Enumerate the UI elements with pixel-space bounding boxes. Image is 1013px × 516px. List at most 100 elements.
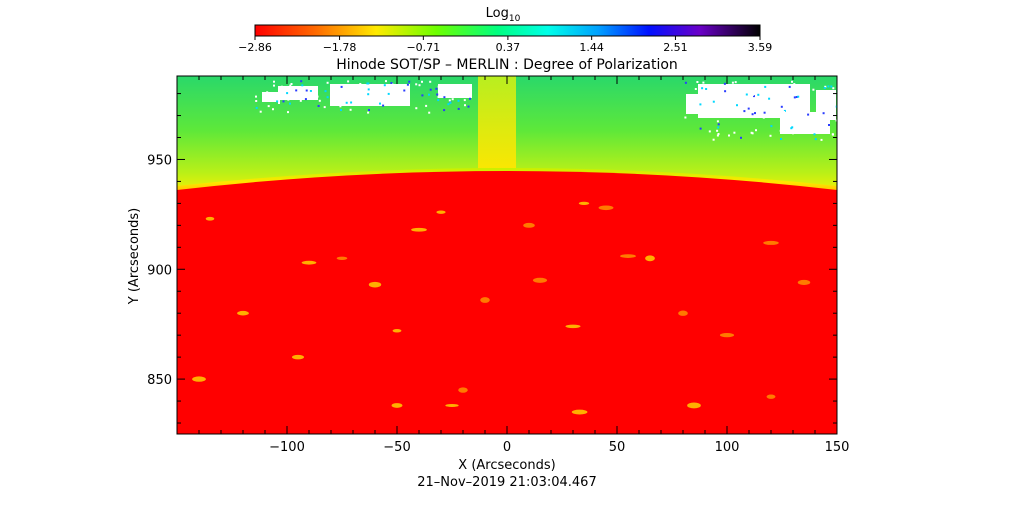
speckle — [797, 121, 800, 124]
speckle — [448, 99, 451, 102]
speckle — [282, 100, 285, 103]
speckle — [690, 103, 693, 106]
speckle — [793, 96, 796, 99]
speckle — [791, 126, 794, 129]
speckle — [694, 106, 697, 109]
speckle — [367, 93, 370, 96]
speckle — [768, 97, 771, 100]
speckle — [286, 92, 289, 95]
y-tick-label: 900 — [147, 263, 172, 278]
saturated-patch — [686, 94, 702, 114]
speckle — [699, 103, 702, 106]
speckle — [384, 101, 386, 104]
polarization-feature — [411, 227, 427, 232]
speckle — [340, 85, 343, 88]
speckle — [273, 80, 275, 83]
speckle — [436, 93, 439, 96]
speckle — [276, 100, 279, 103]
speckle — [777, 94, 780, 97]
speckle — [820, 138, 823, 141]
speckle — [770, 125, 773, 128]
speckle — [764, 85, 767, 88]
y-tick-label: 850 — [147, 373, 172, 388]
colorbar-label: Log10 — [486, 6, 521, 24]
speckle — [779, 129, 782, 132]
speckle — [391, 83, 394, 86]
saturated-patch — [816, 90, 836, 120]
polarization-feature — [797, 279, 811, 286]
speckle — [723, 82, 726, 85]
colorbar-tick-label: −2.86 — [238, 41, 272, 54]
speckle — [356, 85, 359, 87]
speckle — [418, 84, 421, 87]
polarization-feature — [458, 387, 468, 393]
speckle — [696, 81, 699, 83]
polarization-feature — [687, 402, 701, 409]
speckle — [299, 99, 302, 102]
speckle — [762, 105, 765, 108]
speckle — [310, 87, 313, 90]
speckle — [435, 87, 438, 90]
speckle — [451, 98, 454, 101]
speckle — [780, 138, 782, 140]
speckle — [769, 134, 772, 137]
speckle — [802, 110, 805, 113]
colorbar-tick-label: 1.44 — [579, 41, 604, 54]
x-tick-label: 0 — [503, 440, 511, 455]
speckle — [763, 111, 766, 114]
speckle — [814, 138, 817, 141]
speckle — [351, 95, 354, 98]
polarization-feature — [766, 394, 776, 399]
speckle — [699, 127, 702, 130]
polarization-feature — [368, 281, 382, 288]
polarization-feature — [532, 277, 548, 283]
speckle — [272, 108, 274, 111]
speckle — [367, 111, 370, 114]
saturated-patch — [438, 84, 472, 98]
speckle — [323, 106, 326, 109]
speckle — [345, 101, 348, 104]
speckle — [449, 101, 452, 104]
speckle — [832, 87, 835, 90]
colorbar-tick-label: −0.71 — [406, 41, 440, 54]
speckle — [361, 88, 364, 90]
speckle — [350, 101, 353, 104]
speckle — [304, 92, 307, 95]
polarization-feature — [391, 403, 403, 408]
polarization-feature — [719, 333, 735, 338]
polarization-feature — [192, 376, 206, 382]
speckle — [326, 96, 329, 99]
speckle — [309, 91, 312, 94]
speckle — [728, 134, 730, 137]
speckle — [752, 93, 755, 96]
saturated-patch — [262, 92, 280, 102]
speckle — [813, 133, 816, 136]
speckle — [723, 101, 726, 104]
speckle — [387, 92, 390, 95]
speckle — [390, 82, 393, 84]
speckle — [347, 80, 350, 83]
speckle — [415, 107, 418, 110]
speckle — [437, 96, 440, 98]
x-tick-label: 50 — [609, 440, 626, 455]
speckle — [734, 81, 737, 84]
speckle — [833, 90, 835, 93]
speckle — [305, 89, 308, 92]
speckle — [716, 129, 719, 132]
speckle — [749, 102, 752, 105]
speckle — [750, 106, 753, 109]
speckle — [379, 102, 381, 105]
speckle — [708, 130, 711, 133]
speckle — [717, 123, 720, 126]
speckle — [316, 95, 319, 98]
speckle — [255, 100, 258, 102]
polarization-feature — [480, 297, 490, 303]
y-axis-label: Y (Arcseconds) — [127, 208, 142, 305]
speckle — [822, 128, 825, 130]
colorbar-ticks: −2.86 −1.78 −0.71 0.37 1.44 2.51 3.59 — [238, 36, 772, 54]
speckle — [754, 112, 756, 115]
speckle — [762, 116, 765, 119]
speckle — [367, 88, 370, 91]
